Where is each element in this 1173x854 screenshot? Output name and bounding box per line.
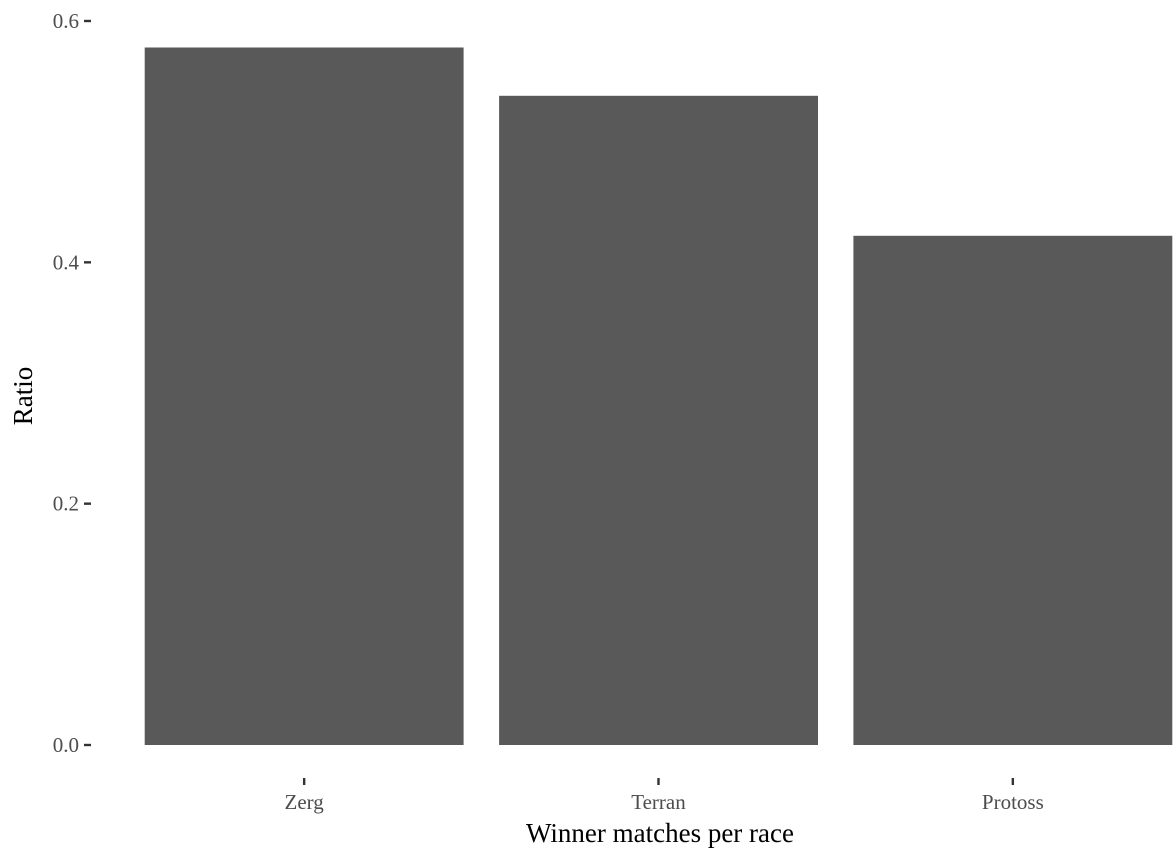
bar-protoss: [853, 235, 1173, 746]
bar-zerg: [144, 47, 464, 745]
x-tick-label: Protoss: [982, 790, 1044, 814]
x-tick-label: Zerg: [285, 790, 325, 814]
y-tick-label: 0.4: [53, 250, 80, 274]
y-axis-title: Ratio: [8, 367, 38, 426]
y-tick-label: 0.2: [53, 492, 79, 516]
y-axis: 0.0 0.2 0.4 0.6: [53, 9, 91, 757]
x-axis-title: Winner matches per race: [526, 818, 794, 848]
bars: [144, 47, 1173, 746]
x-tick-label: Terran: [631, 790, 686, 814]
x-axis: Zerg Terran Protoss: [285, 778, 1044, 814]
y-tick-label: 0.6: [53, 9, 79, 33]
bar-terran: [499, 95, 818, 746]
y-tick-label: 0.0: [53, 733, 79, 757]
